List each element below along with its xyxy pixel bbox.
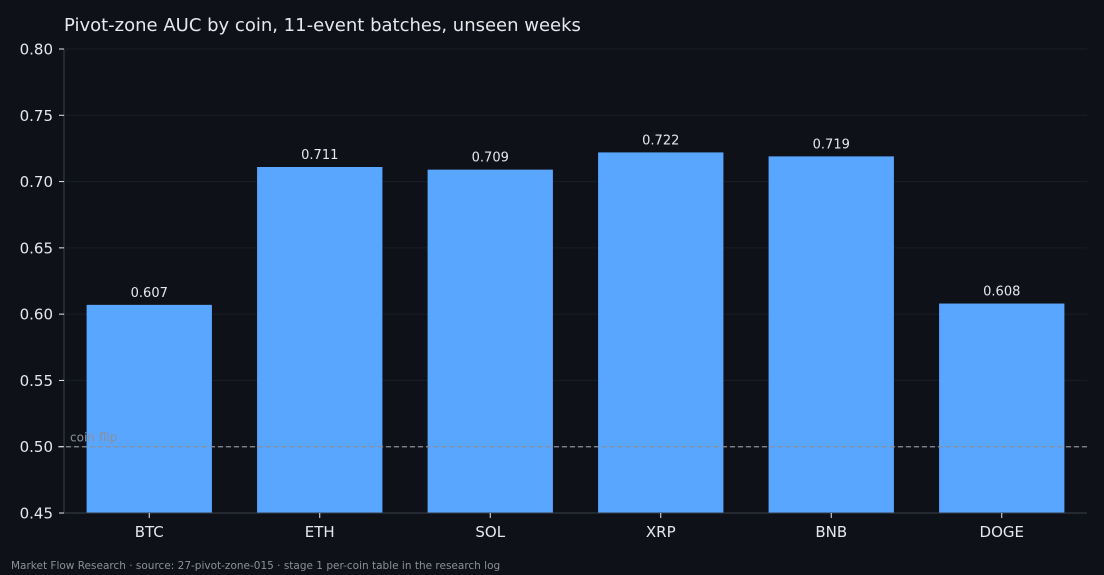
axes: 0.45 0.50 0.55 0.60 0.65 0.70 0.75 0.80 BTC ETH SO…: [20, 41, 1087, 541]
y-tick-label: 0.65: [20, 239, 53, 257]
x-tick-label-bnb: BNB: [815, 523, 847, 541]
x-tick-label-doge: DOGE: [980, 523, 1024, 541]
bar-btc: [86, 304, 212, 513]
y-tick-label: 0.55: [20, 372, 53, 390]
y-tick-label: 0.60: [20, 306, 53, 324]
y-tick-label: 0.70: [20, 173, 53, 191]
value-label-btc: 0.607: [131, 286, 168, 301]
value-label-bnb: 0.719: [813, 137, 850, 152]
x-tick-label-sol: SOL: [475, 523, 505, 541]
x-tick-label-btc: BTC: [135, 523, 164, 541]
y-tick-label: 0.75: [20, 107, 53, 125]
bar-doge: [939, 303, 1065, 513]
reference-line-group: coin flip: [58, 431, 1087, 448]
coin-flip-label: coin flip: [70, 431, 117, 445]
bar-xrp: [598, 152, 724, 514]
value-label-eth: 0.711: [301, 148, 338, 163]
value-label-xrp: 0.722: [642, 133, 679, 148]
y-tick-label: 0.80: [20, 41, 53, 59]
x-tick-label-xrp: XRP: [646, 523, 676, 541]
chart-title: Pivot-zone AUC by coin, 11-event batches…: [64, 15, 581, 36]
footer-source-note: Market Flow Research · source: 27-pivot-…: [11, 560, 501, 572]
data-labels: 0.607 0.711 0.709 0.722 0.719 0.608: [131, 133, 1021, 300]
bar-bnb: [768, 156, 894, 513]
y-tick-label: 0.45: [20, 505, 53, 523]
value-label-sol: 0.709: [472, 151, 509, 166]
bar-sol: [427, 169, 553, 513]
grid-lines: [64, 48, 1087, 514]
value-label-doge: 0.608: [983, 285, 1020, 300]
x-tick-label-eth: ETH: [305, 523, 335, 541]
y-tick-label: 0.50: [20, 438, 53, 456]
bar-eth: [257, 166, 383, 513]
bars: [86, 152, 1065, 514]
